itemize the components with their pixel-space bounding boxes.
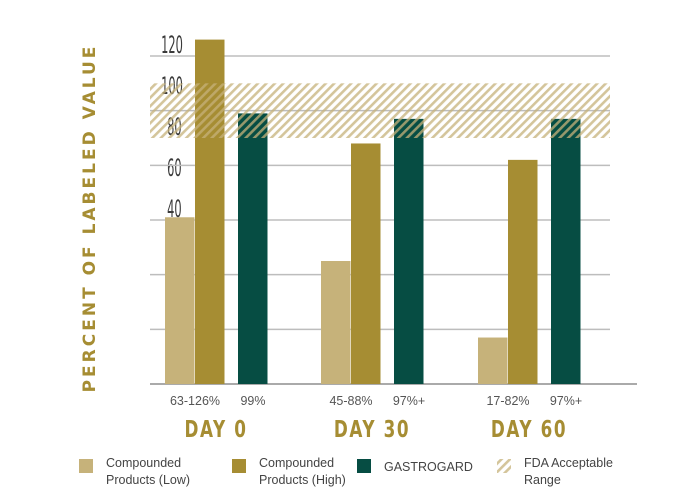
legend-label: Compounded (106, 456, 181, 470)
legend-swatch-compounded-products-low- (79, 459, 93, 473)
fda-acceptable-range-band (150, 83, 610, 138)
category-label: DAY 60 (491, 415, 567, 442)
legend-label: Range (524, 473, 561, 487)
range-label-gastrogard: 97%+ (393, 394, 425, 408)
bar-gastrogard-day-60 (551, 118, 581, 384)
range-label-compounded: 17-82% (486, 394, 529, 408)
bar-compounded-products-low--day-30 (321, 261, 351, 384)
bar-compounded-products-low--day-0 (165, 217, 195, 384)
legend-swatch-fda-acceptable-range (497, 459, 511, 473)
y-tick-label: 60 (167, 156, 181, 183)
y-tick-label: 40 (167, 197, 181, 224)
range-label-gastrogard: 99% (240, 394, 265, 408)
range-label-compounded: 63-126% (170, 394, 220, 408)
bar-compounded-products-high--day-60 (508, 159, 538, 384)
legend-label: GASTROGARD (384, 460, 473, 474)
legend-label: Compounded (259, 456, 334, 470)
category-label: DAY 0 (184, 415, 247, 442)
legend-label: Products (Low) (106, 473, 190, 487)
legend-label: FDA Acceptable (524, 456, 613, 470)
range-label-compounded: 45-88% (329, 394, 372, 408)
bar-gastrogard-day-30 (394, 118, 424, 384)
legend-swatch-gastrogard (357, 459, 371, 473)
bar-compounded-products-low--day-60 (478, 337, 508, 384)
legend-label: Products (High) (259, 473, 346, 487)
bar-gastrogard-day-0 (238, 113, 268, 385)
category-label: DAY 30 (334, 415, 410, 442)
y-axis-label: PERCENT OF LABELED VALUE (80, 44, 100, 393)
range-label-gastrogard: 97%+ (550, 394, 582, 408)
bar-compounded-products-high--day-30 (351, 143, 381, 384)
y-tick-label: 120 (161, 33, 183, 60)
legend-swatch-compounded-products-high- (232, 459, 246, 473)
